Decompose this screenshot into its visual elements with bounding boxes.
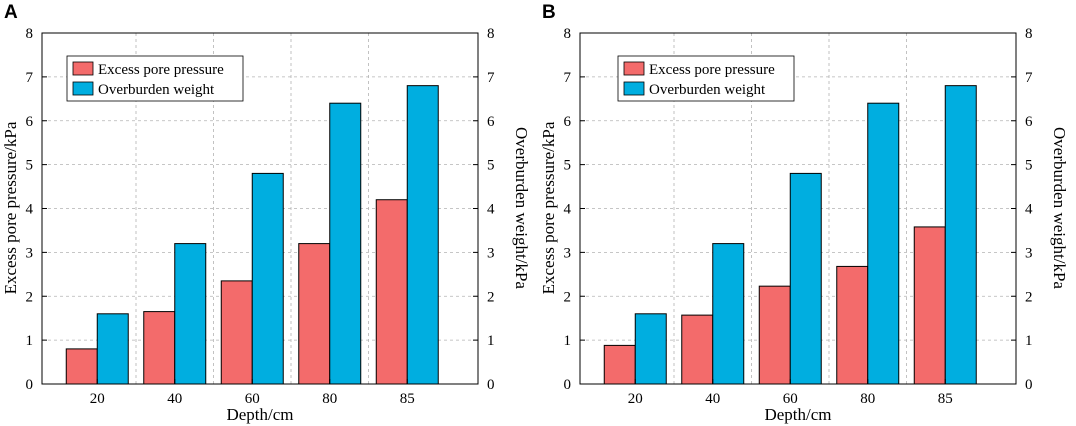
- y-tick-label: 7: [26, 70, 34, 86]
- y-tick-label: 4: [26, 202, 34, 218]
- y-tick-label: 3: [564, 245, 572, 261]
- panel-label: B: [542, 2, 556, 23]
- x-axis-title: Depth/cm: [226, 405, 293, 424]
- bar-overburden-weight-85: [406, 85, 439, 385]
- y-axis-title: Excess pore pressure/kPa: [539, 121, 558, 294]
- bar-overburden-weight-20: [96, 313, 129, 385]
- x-tick-label-20: 20: [628, 391, 643, 407]
- x-tick-label-85: 85: [400, 391, 415, 407]
- legend-box: [617, 55, 795, 102]
- y-tick-label: 1: [26, 333, 34, 349]
- x-tick-label-40: 40: [167, 391, 182, 407]
- y-tick-label: 2: [564, 289, 572, 305]
- y2-tick-label: 5: [487, 158, 495, 174]
- y2-tick-label: 0: [487, 377, 495, 393]
- bar-overburden-weight-20: [634, 313, 667, 385]
- bar-excess-pore-pressure-85: [375, 199, 408, 385]
- legend-label-overburden-weight: Overburden weight: [98, 82, 215, 98]
- y2-tick-label: 5: [1025, 158, 1033, 174]
- chart-panel-a: A 0 0 1 1 2 2 3 3 4 4 5 5 6 6 7 7 8 8 20 40 60 80 85 Excess p…: [1, 2, 531, 424]
- bar-excess-pore-pressure-80: [836, 265, 869, 385]
- legend: Excess pore pressure Overburden weight: [66, 55, 244, 102]
- y-tick-label: 3: [26, 245, 34, 261]
- y-tick-label: 1: [564, 333, 572, 349]
- x-axis-title: Depth/cm: [764, 405, 831, 424]
- bar-excess-pore-pressure-40: [143, 311, 176, 385]
- y2-tick-label: 8: [487, 26, 495, 42]
- y-tick-label: 6: [564, 114, 572, 130]
- bar-excess-pore-pressure-20: [603, 344, 636, 385]
- y-tick-label: 5: [564, 158, 572, 174]
- y-tick-label: 6: [26, 114, 34, 130]
- y2-axis-title: Overburden weight/kPa: [512, 127, 531, 289]
- y-tick-label: 2: [26, 289, 34, 305]
- legend-label-overburden-weight: Overburden weight: [649, 82, 766, 98]
- bar-excess-pore-pressure-60: [758, 285, 791, 385]
- y2-tick-label: 6: [1025, 114, 1033, 130]
- y2-tick-label: 3: [1025, 245, 1033, 261]
- legend-swatch-excess-pore-pressure: [623, 61, 645, 76]
- x-tick-label-60: 60: [783, 391, 798, 407]
- y-tick-label: 8: [26, 26, 34, 42]
- y2-tick-label: 4: [1025, 202, 1033, 218]
- x-tick-label-20: 20: [90, 391, 105, 407]
- y-tick-label: 0: [564, 377, 572, 393]
- bar-excess-pore-pressure-40: [681, 314, 714, 385]
- y2-tick-label: 4: [487, 202, 495, 218]
- y-tick-label: 8: [564, 26, 572, 42]
- chart-svg-b: B 0 0 1 1 2 2 3 3 4 4 5 5 6 6 7 7 8 8 20 40 60 80 85 Excess p…: [539, 2, 1069, 424]
- legend-swatch-overburden-weight: [623, 81, 645, 96]
- y2-tick-label: 7: [1025, 70, 1033, 86]
- bar-excess-pore-pressure-80: [298, 243, 331, 385]
- y-tick-label: 7: [564, 70, 572, 86]
- legend-box: [66, 55, 244, 102]
- bar-overburden-weight-85: [944, 85, 977, 385]
- legend-swatch-excess-pore-pressure: [72, 61, 94, 76]
- y-tick-label: 0: [26, 377, 34, 393]
- chart-svg-a: A 0 0 1 1 2 2 3 3 4 4 5 5 6 6 7 7 8 8 20 40 60 80 85 Excess p…: [1, 2, 531, 424]
- y2-tick-label: 8: [1025, 26, 1033, 42]
- x-tick-label-85: 85: [938, 391, 953, 407]
- bar-overburden-weight-80: [329, 102, 362, 385]
- y-axis-title: Excess pore pressure/kPa: [1, 121, 20, 294]
- panel-label: A: [4, 2, 18, 23]
- y2-tick-label: 7: [487, 70, 495, 86]
- legend-label-excess-pore-pressure: Excess pore pressure: [98, 62, 224, 78]
- bar-excess-pore-pressure-20: [65, 348, 98, 385]
- legend: Excess pore pressure Overburden weight: [617, 55, 795, 102]
- y2-tick-label: 2: [487, 289, 495, 305]
- y2-tick-label: 0: [1025, 377, 1033, 393]
- x-tick-label-40: 40: [705, 391, 720, 407]
- y2-tick-label: 3: [487, 245, 495, 261]
- bar-overburden-weight-60: [251, 172, 284, 385]
- y2-tick-label: 1: [487, 333, 495, 349]
- x-tick-label-60: 60: [245, 391, 260, 407]
- y2-tick-label: 2: [1025, 289, 1033, 305]
- bar-overburden-weight-80: [867, 102, 900, 385]
- y-tick-label: 4: [564, 202, 572, 218]
- y2-tick-label: 6: [487, 114, 495, 130]
- x-tick-label-80: 80: [860, 391, 875, 407]
- bar-excess-pore-pressure-85: [913, 226, 946, 385]
- bar-overburden-weight-40: [712, 243, 745, 385]
- bar-overburden-weight-60: [789, 172, 822, 385]
- legend-label-excess-pore-pressure: Excess pore pressure: [649, 62, 775, 78]
- y-tick-label: 5: [26, 158, 34, 174]
- x-tick-label-80: 80: [322, 391, 337, 407]
- bar-overburden-weight-40: [174, 243, 207, 385]
- y2-axis-title: Overburden weight/kPa: [1050, 127, 1069, 289]
- chart-panel-b: B 0 0 1 1 2 2 3 3 4 4 5 5 6 6 7 7 8 8 20 40 60 80 85 Excess p…: [538, 0, 1076, 426]
- bar-excess-pore-pressure-60: [220, 280, 253, 385]
- legend-swatch-overburden-weight: [72, 81, 94, 96]
- y2-tick-label: 1: [1025, 333, 1033, 349]
